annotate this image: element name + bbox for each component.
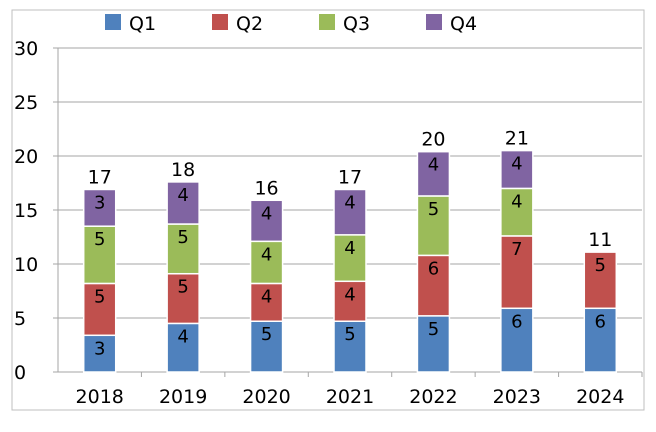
y-tick-label: 10 [14, 254, 38, 276]
segment-data-label: 4 [261, 203, 272, 224]
total-data-label: 20 [421, 129, 445, 151]
bar-segment-q2-2018 [82, 282, 117, 337]
bar-segment-q1-2022 [416, 315, 451, 373]
total-data-label: 16 [254, 177, 278, 199]
segment-data-label: 7 [511, 239, 522, 260]
legend-swatch [212, 14, 228, 30]
y-tick-label: 30 [14, 38, 38, 60]
bar-segment-q4-2020 [249, 199, 284, 243]
x-tick-label: 2021 [326, 386, 374, 408]
y-tick-label: 5 [14, 308, 26, 330]
total-data-label: 17 [88, 166, 112, 188]
legend-item-q2: Q2 [212, 13, 263, 35]
segment-data-label: 5 [177, 227, 188, 248]
legend-swatch [105, 14, 121, 30]
legend-item-q3: Q3 [319, 13, 370, 35]
total-data-label: 18 [171, 159, 195, 181]
x-tick-label: 2019 [159, 386, 207, 408]
bar-segment-q4-2022 [416, 150, 451, 197]
segment-data-label: 4 [511, 191, 522, 212]
bar-segment-q1-2021 [333, 320, 367, 373]
bar-segment-q4-2019 [166, 181, 200, 225]
segment-data-label: 5 [428, 319, 439, 340]
bars: 3 5 5 3 17 4 5 5 4 18 5 4 4 4 16 5 4 4 4 17 5 6 5 4 20 6 7 4 4 21 6 5 11 [82, 128, 618, 373]
segment-data-label: 4 [428, 155, 439, 176]
bar-segment-q1-2020 [249, 320, 284, 373]
segment-data-label: 5 [261, 324, 272, 345]
y-axis: 0 5 10 15 20 25 30 [14, 38, 59, 384]
legend-item-q4: Q4 [426, 13, 477, 35]
legend-label: Q4 [450, 13, 477, 35]
segment-data-label: 4 [344, 284, 355, 305]
bar-segment-q2-2021 [333, 280, 367, 322]
bar-segment-q4-2023 [500, 149, 534, 190]
x-tick-label: 2023 [493, 386, 541, 408]
legend-label: Q2 [236, 13, 263, 35]
bar-segment-q2-2024 [583, 251, 618, 310]
total-data-label: 11 [588, 229, 612, 251]
bar-segment-q3-2018 [82, 225, 117, 285]
segment-data-label: 6 [511, 311, 522, 332]
bar-segment-q1-2019 [166, 322, 200, 373]
segment-data-label: 4 [177, 185, 188, 206]
legend-label: Q3 [343, 13, 370, 35]
segment-data-label: 3 [94, 192, 105, 213]
segment-data-label: 3 [94, 338, 105, 359]
segment-data-label: 5 [177, 277, 188, 298]
segment-data-label: 5 [595, 255, 606, 276]
bar-segment-q2-2020 [249, 282, 284, 322]
total-data-label: 21 [505, 128, 529, 150]
x-tick-label: 2020 [242, 386, 290, 408]
y-tick-label: 15 [14, 200, 38, 222]
legend-swatch [319, 14, 335, 30]
segment-data-label: 4 [261, 244, 272, 265]
segment-data-label: 5 [94, 229, 105, 250]
bar-segment-q4-2021 [333, 188, 367, 236]
bar-segment-q1-2018 [82, 334, 117, 373]
legend-label: Q1 [129, 13, 156, 35]
bar-segment-q1-2023 [500, 307, 534, 373]
segment-data-label: 4 [344, 238, 355, 259]
bar-segment-q3-2021 [333, 234, 367, 283]
segment-data-label: 6 [595, 311, 606, 332]
total-data-label: 17 [338, 166, 362, 188]
segment-data-label: 4 [177, 326, 188, 347]
y-tick-label: 20 [14, 146, 38, 168]
legend-swatch [426, 14, 442, 30]
segment-data-label: 5 [428, 199, 439, 220]
legend: Q1 Q2 Q3 Q4 [105, 13, 477, 35]
segment-data-label: 4 [344, 192, 355, 213]
legend-item-q1: Q1 [105, 13, 156, 35]
y-tick-label: 25 [14, 92, 38, 114]
segment-data-label: 4 [511, 154, 522, 175]
bar-segment-q4-2018 [82, 188, 117, 227]
x-tick-label: 2018 [76, 386, 124, 408]
segment-data-label: 6 [428, 258, 439, 279]
segment-data-label: 4 [261, 286, 272, 307]
bar-segment-q2-2019 [166, 272, 200, 325]
x-tick-label: 2022 [409, 386, 457, 408]
y-tick-label: 0 [14, 362, 26, 384]
segment-data-label: 5 [344, 324, 355, 345]
x-tick-label: 2024 [576, 386, 624, 408]
x-axis: 2018 2019 2020 2021 2022 2023 2024 [58, 371, 643, 408]
segment-data-label: 5 [94, 286, 105, 307]
